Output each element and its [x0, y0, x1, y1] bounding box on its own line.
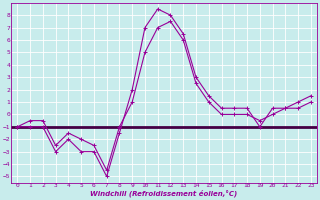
X-axis label: Windchill (Refroidissement éolien,°C): Windchill (Refroidissement éolien,°C)	[91, 190, 238, 197]
